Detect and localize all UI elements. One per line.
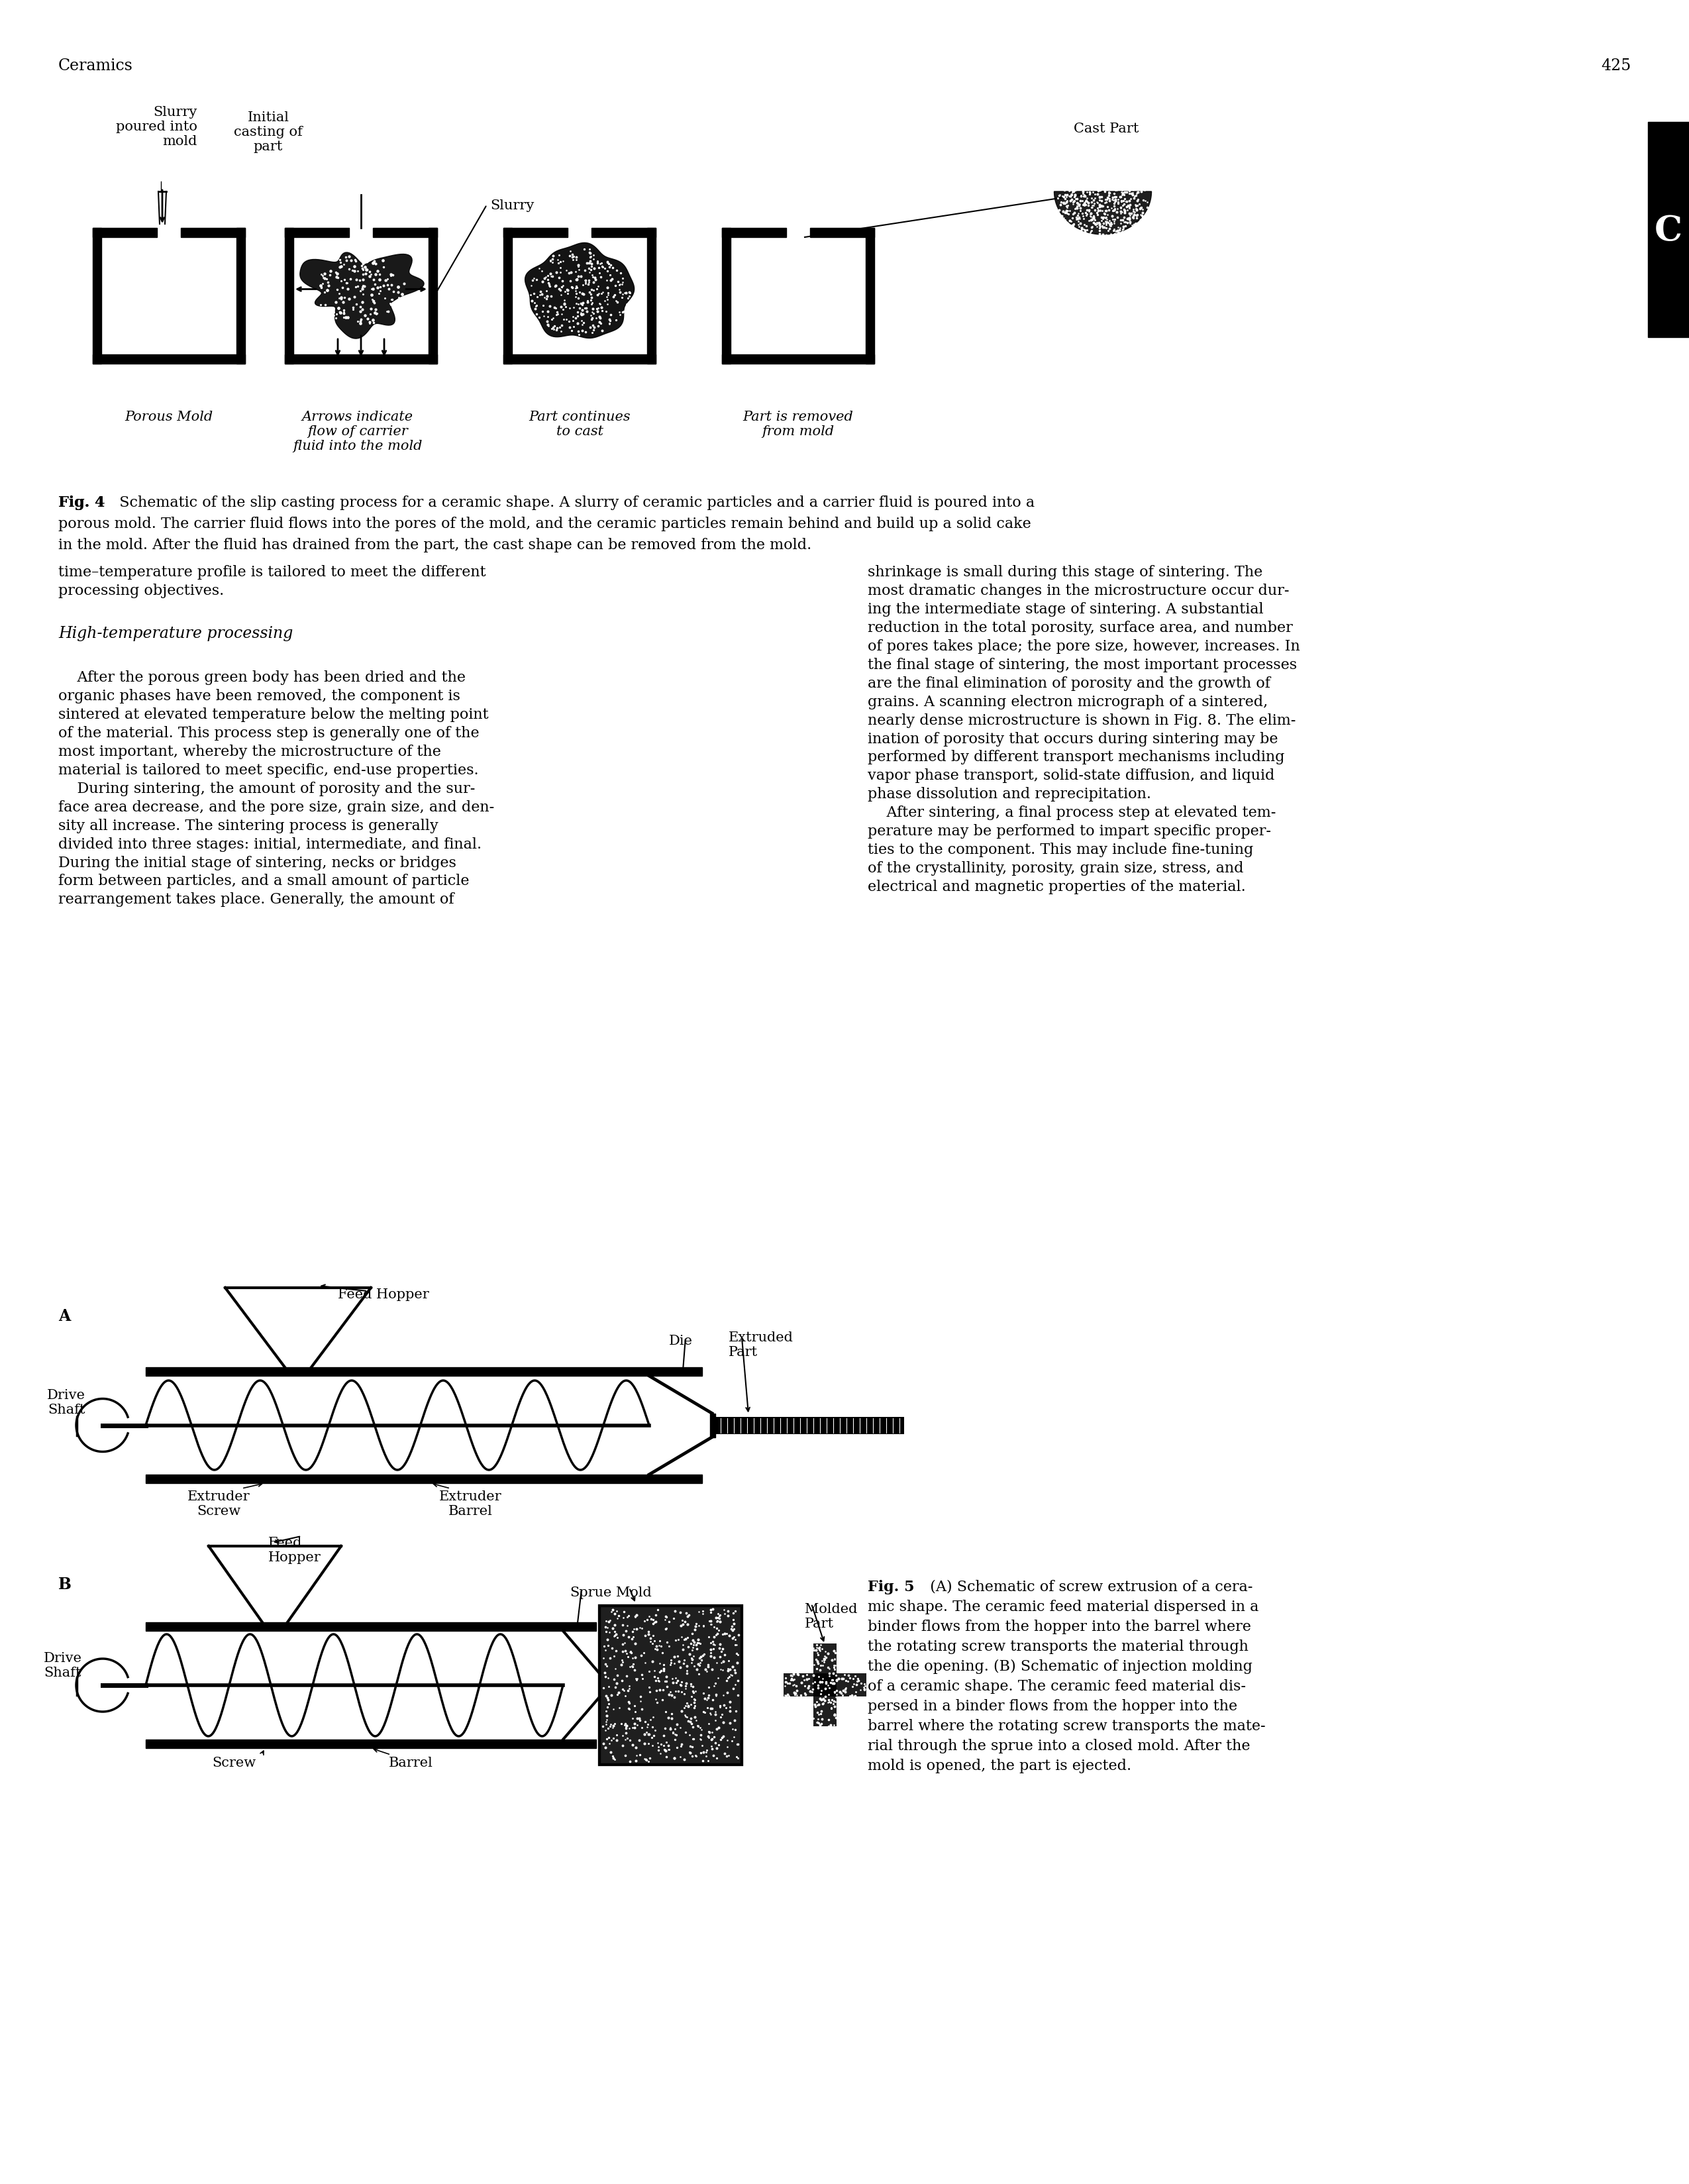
Text: Fig. 4: Fig. 4	[59, 496, 105, 509]
Text: Slurry: Slurry	[490, 199, 534, 212]
Text: C: C	[1655, 214, 1682, 247]
Bar	[285, 356, 437, 365]
Text: Molded
Part: Molded Part	[804, 1603, 858, 1629]
Text: Drive
Shaft: Drive Shaft	[47, 1389, 86, 1415]
Text: Extruder
Screw: Extruder Screw	[187, 1489, 250, 1518]
Polygon shape	[301, 253, 424, 339]
Bar	[811, 229, 875, 238]
Bar	[93, 356, 245, 365]
Bar	[503, 229, 512, 365]
Text: mold is opened, the part is ejected.: mold is opened, the part is ejected.	[868, 1758, 1132, 1773]
Text: Drive
Shaft: Drive Shaft	[44, 1651, 83, 1679]
Text: Fig. 4: Fig. 4	[59, 496, 105, 509]
Bar	[600, 1605, 741, 1765]
Text: Feed
Hopper: Feed Hopper	[269, 1535, 321, 1564]
Text: Slurry
poured into
mold: Slurry poured into mold	[117, 107, 198, 149]
Polygon shape	[1054, 192, 1152, 236]
Text: Sprue: Sprue	[569, 1586, 611, 1599]
Bar	[784, 1673, 866, 1697]
Polygon shape	[525, 242, 635, 339]
Text: (A) Schematic of screw extrusion of a cera-: (A) Schematic of screw extrusion of a ce…	[921, 1579, 1253, 1594]
Text: Feed Hopper: Feed Hopper	[338, 1289, 429, 1302]
Text: porous mold. The carrier fluid flows into the pores of the mold, and the ceramic: porous mold. The carrier fluid flows int…	[59, 518, 1030, 531]
Bar	[429, 229, 437, 365]
Bar	[236, 229, 245, 365]
Bar	[285, 229, 350, 238]
Text: B: B	[59, 1577, 71, 1592]
Bar	[814, 1645, 836, 1725]
Text: Arrows indicate
flow of carrier
fluid into the mold: Arrows indicate flow of carrier fluid in…	[292, 411, 422, 452]
Bar	[181, 229, 245, 238]
Text: Barrel: Barrel	[388, 1756, 432, 1769]
Bar	[866, 229, 875, 365]
Text: Porous Mold: Porous Mold	[125, 411, 213, 424]
Text: Part continues
to cast: Part continues to cast	[529, 411, 630, 437]
Text: time–temperature profile is tailored to meet the different
processing objectives: time–temperature profile is tailored to …	[59, 566, 486, 598]
Text: A: A	[59, 1308, 71, 1324]
Text: in the mold. After the fluid has drained from the part, the cast shape can be re: in the mold. After the fluid has drained…	[59, 537, 811, 553]
Text: the die opening. (B) Schematic of injection molding: the die opening. (B) Schematic of inject…	[868, 1660, 1253, 1673]
Bar	[716, 1417, 904, 1435]
Bar	[721, 356, 875, 365]
Text: Extruder
Barrel: Extruder Barrel	[439, 1489, 502, 1518]
Text: of a ceramic shape. The ceramic feed material dis-: of a ceramic shape. The ceramic feed mat…	[868, 1679, 1246, 1693]
Text: rial through the sprue into a closed mold. After the: rial through the sprue into a closed mol…	[868, 1738, 1250, 1754]
Text: barrel where the rotating screw transports the mate-: barrel where the rotating screw transpor…	[868, 1719, 1265, 1734]
Text: After the porous green body has been dried and the
organic phases have been remo: After the porous green body has been dri…	[59, 670, 495, 906]
Bar	[93, 229, 157, 238]
Bar	[709, 1413, 716, 1437]
Text: the rotating screw transports the material through: the rotating screw transports the materi…	[868, 1638, 1248, 1653]
Text: Cast Part: Cast Part	[1074, 122, 1138, 135]
Text: Extruded
Part: Extruded Part	[728, 1330, 794, 1358]
Bar	[285, 229, 294, 365]
Bar	[503, 356, 655, 365]
Text: High-temperature processing: High-temperature processing	[59, 627, 292, 642]
Bar	[503, 229, 568, 238]
Bar	[145, 1474, 703, 1483]
Text: Fig. 5: Fig. 5	[868, 1579, 914, 1594]
Text: persed in a binder flows from the hopper into the: persed in a binder flows from the hopper…	[868, 1699, 1238, 1712]
Bar	[647, 229, 655, 365]
Bar	[1648, 122, 1689, 339]
Text: Initial
casting of
part: Initial casting of part	[233, 111, 302, 153]
Text: 425: 425	[1601, 59, 1630, 74]
Bar	[145, 1741, 596, 1747]
Bar	[93, 229, 101, 365]
Text: Schematic of the slip casting process for a ceramic shape. A slurry of ceramic p: Schematic of the slip casting process fo…	[110, 496, 1035, 509]
Bar	[145, 1623, 596, 1631]
Text: shrinkage is small during this stage of sintering. The
most dramatic changes in : shrinkage is small during this stage of …	[868, 566, 1301, 893]
Text: Part is removed
from mold: Part is removed from mold	[743, 411, 853, 437]
Text: Die: Die	[669, 1334, 692, 1348]
Bar	[373, 229, 437, 238]
Bar	[145, 1367, 703, 1376]
Bar	[591, 229, 655, 238]
Bar	[721, 229, 731, 365]
Text: Mold: Mold	[616, 1586, 652, 1599]
Text: binder flows from the hopper into the barrel where: binder flows from the hopper into the ba…	[868, 1618, 1252, 1634]
Bar	[600, 1605, 741, 1765]
Bar	[721, 229, 785, 238]
Text: Ceramics: Ceramics	[59, 59, 133, 74]
Text: Screw: Screw	[211, 1756, 255, 1769]
Text: mic shape. The ceramic feed material dispersed in a: mic shape. The ceramic feed material dis…	[868, 1599, 1258, 1614]
